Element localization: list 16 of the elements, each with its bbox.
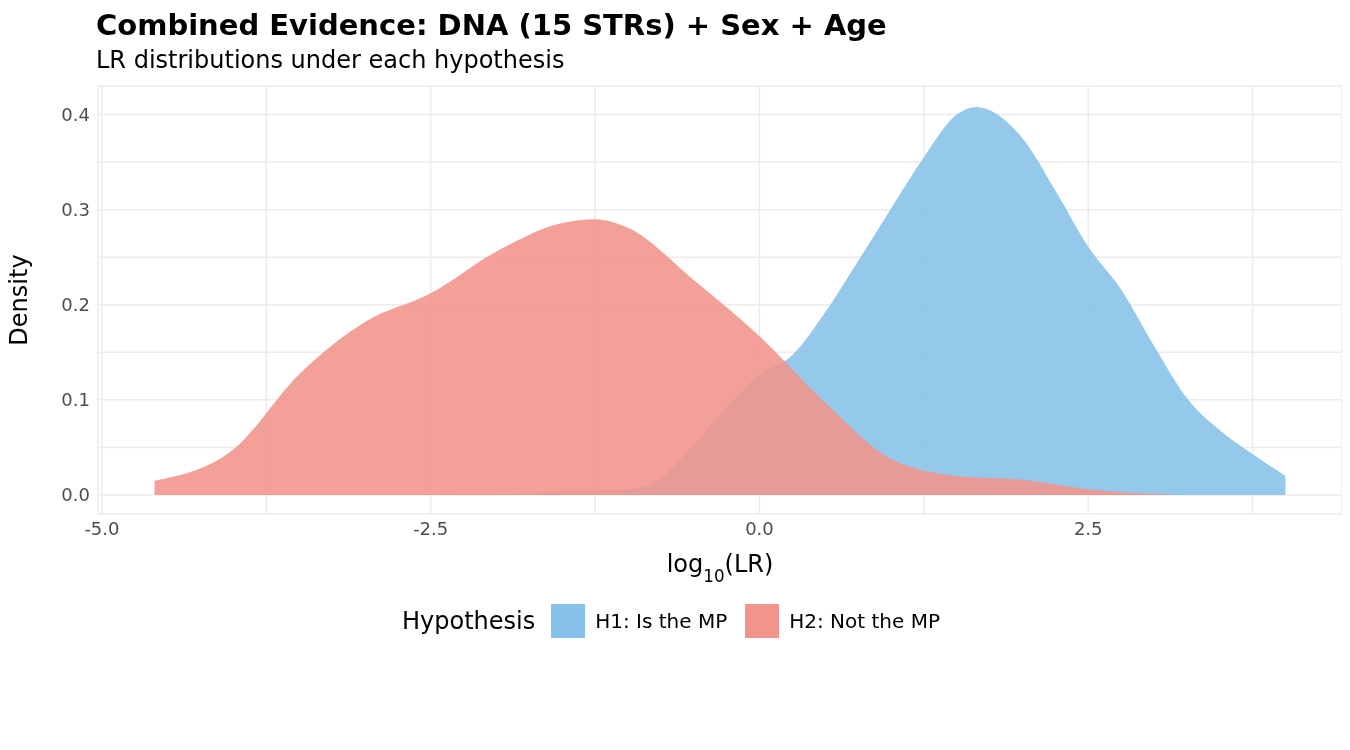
x-tick-label: 0.0	[745, 517, 774, 539]
x-tick-label: -2.5	[413, 517, 449, 539]
chart-subtitle: LR distributions under each hypothesis	[96, 46, 566, 74]
legend-label: H1: Is the MP	[594, 608, 728, 635]
chart-title: Combined Evidence: DNA (15 STRs) + Sex + Age	[96, 8, 888, 42]
y-tick-label: 0.2	[61, 294, 90, 316]
legend-label: H2: Not the MP	[788, 608, 941, 635]
y-tick-label: 0.4	[61, 103, 90, 125]
legend-title: Hypothesis	[401, 607, 536, 635]
x-tick-label: -5.0	[84, 517, 120, 539]
x-tick-label: 2.5	[1073, 517, 1103, 539]
x-axis-title: log$_{10}$(LR)	[666, 550, 774, 586]
y-tick-label: 0.1	[61, 389, 90, 411]
y-axis-title: Density	[4, 254, 33, 346]
y-tick-label: 0.0	[61, 484, 90, 506]
y-tick-label: 0.3	[61, 199, 90, 221]
